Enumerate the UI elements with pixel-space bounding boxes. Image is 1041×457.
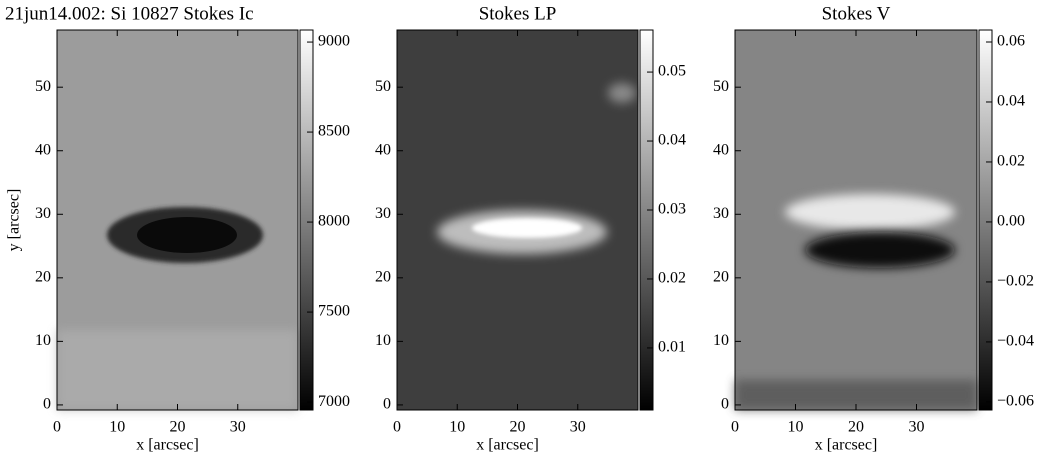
- x-tick-label: 30: [230, 419, 246, 436]
- colorbar-tick-label: 0.02: [997, 153, 1025, 170]
- colorbar-tick-label: 0.00: [997, 213, 1025, 230]
- lp-core: [472, 218, 582, 238]
- v-positive: [785, 194, 955, 230]
- colorbar-tick-label: 0.04: [997, 93, 1025, 110]
- x-tick-label: 0: [53, 419, 61, 436]
- x-tick-label: 10: [788, 419, 804, 436]
- x-axis-label: x [arcsec]: [136, 437, 199, 454]
- colorbar-tick-label: 0.04: [658, 132, 686, 149]
- y-tick-label: 30: [375, 205, 391, 222]
- chart-title: Stokes LP: [479, 3, 557, 24]
- lp-patch: [608, 83, 636, 103]
- x-tick-label: 20: [170, 419, 186, 436]
- colorbar-tick-label: 8500: [318, 123, 350, 140]
- colorbar-tick-label: 7500: [318, 303, 350, 320]
- image-shade: [57, 330, 298, 410]
- colorbar-tick-label: −0.02: [997, 273, 1034, 290]
- umbra: [137, 217, 237, 253]
- y-tick-label: 10: [375, 332, 391, 349]
- x-axis-label: x [arcsec]: [476, 437, 539, 454]
- y-tick-label: 40: [713, 141, 729, 158]
- colorbar-tick-label: −0.04: [997, 333, 1034, 350]
- y-axis-label: y [arcsec]: [6, 189, 23, 252]
- x-tick-label: 30: [909, 419, 925, 436]
- v-negative: [805, 232, 955, 268]
- x-tick-label: 10: [109, 419, 125, 436]
- x-tick-label: 0: [731, 419, 739, 436]
- x-tick-label: 10: [449, 419, 465, 436]
- colorbar-tick-label: 0.06: [997, 33, 1025, 50]
- y-tick-label: 50: [713, 78, 729, 95]
- y-tick-label: 40: [375, 141, 391, 158]
- colorbar-tick-label: −0.06: [997, 393, 1034, 410]
- chart-title: Stokes V: [822, 3, 891, 24]
- y-tick-label: 10: [713, 332, 729, 349]
- y-tick-label: 20: [375, 268, 391, 285]
- y-tick-label: 20: [35, 268, 51, 285]
- x-tick-label: 0: [393, 419, 401, 436]
- y-tick-label: 50: [35, 78, 51, 95]
- colorbar: [639, 29, 654, 411]
- y-tick-label: 0: [43, 396, 51, 413]
- y-tick-label: 30: [35, 205, 51, 222]
- y-tick-label: 50: [375, 78, 391, 95]
- y-tick-label: 0: [383, 396, 391, 413]
- x-tick-label: 30: [570, 419, 586, 436]
- y-tick-label: 20: [713, 268, 729, 285]
- colorbar-tick-label: 8000: [318, 213, 350, 230]
- x-axis-label: x [arcsec]: [815, 437, 878, 454]
- colorbar: [978, 29, 993, 411]
- chart-title: 21jun14.002: Si 10827 Stokes Ic: [5, 3, 254, 24]
- y-tick-label: 40: [35, 141, 51, 158]
- colorbar-tick-label: 0.02: [658, 270, 686, 287]
- y-tick-label: 10: [35, 332, 51, 349]
- y-tick-label: 0: [721, 396, 729, 413]
- x-tick-label: 20: [510, 419, 526, 436]
- x-tick-label: 20: [848, 419, 864, 436]
- colorbar-tick-label: 9000: [318, 33, 350, 50]
- colorbar-tick-label: 0.05: [658, 63, 686, 80]
- colorbar-tick-label: 0.03: [658, 201, 686, 218]
- colorbar-tick-label: 7000: [318, 393, 350, 410]
- colorbar: [299, 29, 314, 411]
- colorbar-tick-label: 0.01: [658, 339, 686, 356]
- y-tick-label: 30: [713, 205, 729, 222]
